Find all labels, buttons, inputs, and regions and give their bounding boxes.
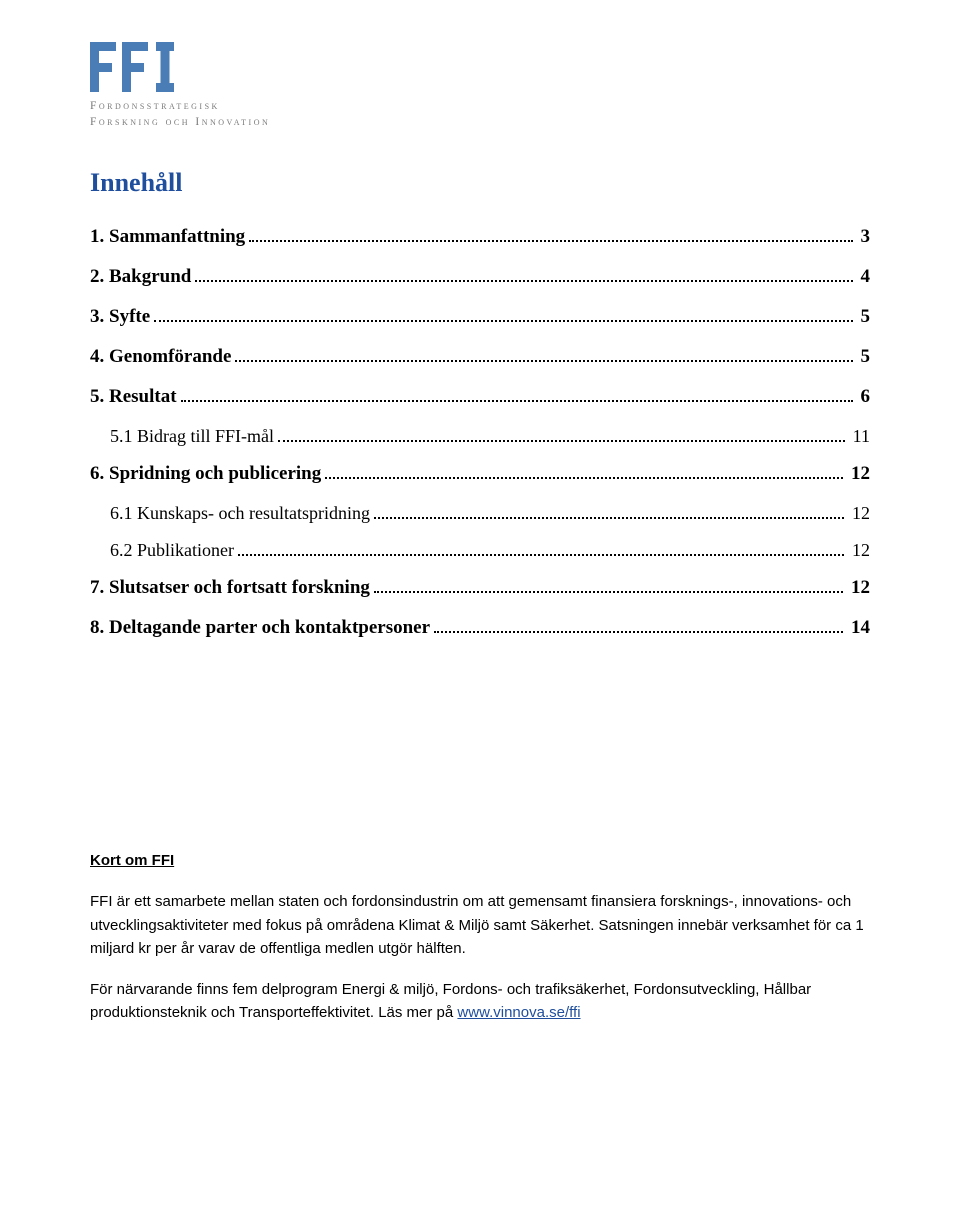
toc-leader-dots xyxy=(374,507,844,520)
toc-leader-dots xyxy=(235,349,852,362)
vinnova-link[interactable]: www.vinnova.se/ffi xyxy=(457,1004,580,1021)
toc-leader-dots xyxy=(434,620,843,633)
document-page: Fordonsstrategisk Forskning och Innovati… xyxy=(0,0,960,1083)
page-title: Innehåll xyxy=(90,168,870,198)
toc-page-number: 11 xyxy=(849,426,870,447)
logo-subtitle-2: Forskning och Innovation xyxy=(90,114,870,130)
toc-label: 7. Slutsatser och fortsatt forskning xyxy=(90,577,370,599)
toc-row[interactable]: 8. Deltagande parter och kontaktpersoner… xyxy=(90,617,870,639)
toc-page-number: 12 xyxy=(847,577,870,599)
toc-label: 3. Syfte xyxy=(90,306,150,328)
toc-row[interactable]: 6. Spridning och publicering 12 xyxy=(90,463,870,485)
toc-page-number: 4 xyxy=(857,266,871,288)
toc-label: 5.1 Bidrag till FFI-mål xyxy=(110,426,274,447)
toc-page-number: 12 xyxy=(848,503,870,524)
toc-row[interactable]: 5.1 Bidrag till FFI-mål 11 xyxy=(90,426,870,447)
toc-label: 2. Bakgrund xyxy=(90,266,191,288)
toc-label: 6.2 Publikationer xyxy=(110,540,234,561)
logo-subtitle-1: Fordonsstrategisk xyxy=(90,98,870,114)
toc-page-number: 5 xyxy=(857,346,871,368)
toc-leader-dots xyxy=(278,430,845,443)
toc-leader-dots xyxy=(249,229,852,242)
toc-page-number: 6 xyxy=(857,386,871,408)
about-ffi-block: Kort om FFI FFI är ett samarbete mellan … xyxy=(90,849,870,1025)
toc-label: 6.1 Kunskaps- och resultatspridning xyxy=(110,503,370,524)
toc-leader-dots xyxy=(195,269,852,282)
toc-row[interactable]: 7. Slutsatser och fortsatt forskning 12 xyxy=(90,577,870,599)
toc-row[interactable]: 5. Resultat 6 xyxy=(90,386,870,408)
toc-row[interactable]: 6.2 Publikationer 12 xyxy=(90,540,870,561)
toc-label: 6. Spridning och publicering xyxy=(90,463,321,485)
about-paragraph-2: För närvarande finns fem delprogram Ener… xyxy=(90,978,870,1025)
toc-row[interactable]: 1. Sammanfattning 3 xyxy=(90,226,870,248)
toc-label: 4. Genomförande xyxy=(90,346,231,368)
toc-page-number: 12 xyxy=(848,540,870,561)
toc-page-number: 12 xyxy=(847,463,870,485)
table-of-contents: 1. Sammanfattning32. Bakgrund43. Syfte54… xyxy=(90,226,870,639)
toc-label: 1. Sammanfattning xyxy=(90,226,245,248)
about-paragraph-2-text: För närvarande finns fem delprogram Ener… xyxy=(90,981,811,1021)
toc-row[interactable]: 2. Bakgrund 4 xyxy=(90,266,870,288)
toc-leader-dots xyxy=(238,544,844,557)
toc-page-number: 14 xyxy=(847,617,870,639)
about-paragraph-1: FFI är ett samarbete mellan staten och f… xyxy=(90,890,870,960)
toc-page-number: 5 xyxy=(857,306,871,328)
toc-row[interactable]: 6.1 Kunskaps- och resultatspridning 12 xyxy=(90,503,870,524)
toc-leader-dots xyxy=(325,466,843,479)
toc-leader-dots xyxy=(154,309,852,322)
toc-page-number: 3 xyxy=(857,226,871,248)
toc-row[interactable]: 4. Genomförande 5 xyxy=(90,346,870,368)
toc-label: 8. Deltagande parter och kontaktpersoner xyxy=(90,617,430,639)
ffi-logo-icon xyxy=(90,42,174,92)
toc-leader-dots xyxy=(181,389,853,402)
about-heading: Kort om FFI xyxy=(90,849,174,872)
toc-label: 5. Resultat xyxy=(90,386,177,408)
toc-row[interactable]: 3. Syfte 5 xyxy=(90,306,870,328)
logo-block: Fordonsstrategisk Forskning och Innovati… xyxy=(90,42,870,130)
toc-leader-dots xyxy=(374,580,843,593)
